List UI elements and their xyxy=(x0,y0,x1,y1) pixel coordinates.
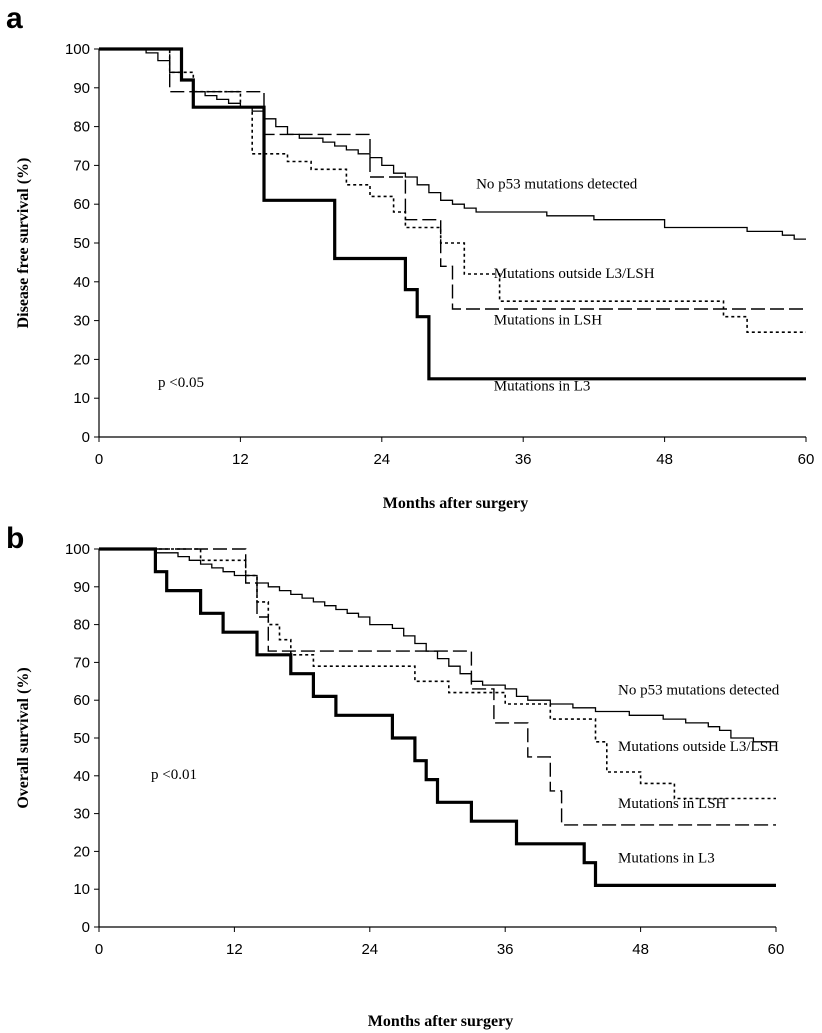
x-tick-label: 48 xyxy=(656,451,673,468)
x-tick-label: 48 xyxy=(632,941,649,958)
y-tick-label: 70 xyxy=(73,157,90,174)
y-tick-label: 30 xyxy=(73,313,90,330)
y-axis-title: Overall survival (%) xyxy=(15,667,32,808)
series-line-mutations-in-l3 xyxy=(99,547,776,888)
y-tick-label: 90 xyxy=(73,80,90,97)
series-line-mutations-in-l3 xyxy=(99,47,806,381)
p-value-label: p <0.05 xyxy=(158,375,204,391)
y-tick-label: 10 xyxy=(73,881,90,898)
y-tick-label: 50 xyxy=(73,730,90,747)
series-annotation: Mutations in LSH xyxy=(618,796,727,812)
panel-a: a 0 10 20 30 40 50 60 70 80 90 100 0 12 24 36 48 60 Disea… xyxy=(6,2,814,512)
series-annotation: Mutations in LSH xyxy=(494,312,603,328)
y-tick-label: 50 xyxy=(73,235,90,252)
y-tick-label: 80 xyxy=(73,617,90,634)
x-tick-label: 12 xyxy=(232,451,249,468)
x-tick-label: 60 xyxy=(768,941,785,958)
series-line-no-p53-mutations-detected xyxy=(99,548,776,743)
series-annotation: Mutations in L3 xyxy=(618,851,715,867)
x-tick-label: 24 xyxy=(373,451,390,468)
series-line-mutations-outside-l3-lsh xyxy=(99,548,776,800)
series-annotation: No p53 mutations detected xyxy=(618,683,780,699)
y-tick-label: 30 xyxy=(73,806,90,823)
y-tick-label: 60 xyxy=(73,692,90,709)
x-axis-title: Months after surgery xyxy=(368,1013,513,1030)
y-tick-label: 0 xyxy=(82,429,90,446)
series-annotation: Mutations in L3 xyxy=(494,378,591,394)
y-tick-label: 10 xyxy=(73,390,90,407)
series-annotation: No p53 mutations detected xyxy=(476,177,638,193)
x-tick-label: 36 xyxy=(497,941,514,958)
y-tick-label: 90 xyxy=(73,579,90,596)
series-line-no-p53-mutations-detected xyxy=(99,48,806,240)
y-axis-title: Disease free survival (%) xyxy=(15,158,32,329)
series-line-mutations-in-lsh xyxy=(99,48,806,310)
x-tick-label: 36 xyxy=(515,451,532,468)
series-annotation: Mutations outside L3/LSH xyxy=(618,739,779,755)
x-tick-label: 0 xyxy=(95,451,103,468)
y-tick-label: 20 xyxy=(73,351,90,368)
y-tick-label: 40 xyxy=(73,768,90,785)
x-tick-label: 24 xyxy=(361,941,378,958)
y-tick-label: 20 xyxy=(73,843,90,860)
y-tick-label: 80 xyxy=(73,119,90,136)
series-line-mutations-in-lsh xyxy=(99,548,776,826)
panel-label: a xyxy=(6,2,23,35)
x-tick-label: 0 xyxy=(95,941,103,958)
x-tick-label: 60 xyxy=(798,451,815,468)
panel-b: b 0 10 20 30 40 50 60 70 80 90 100 0 12 24 36 48 60 Overa… xyxy=(6,522,784,1030)
panel-label: b xyxy=(6,522,24,555)
y-tick-label: 40 xyxy=(73,274,90,291)
series-annotation: Mutations outside L3/LSH xyxy=(494,266,655,282)
y-tick-label: 70 xyxy=(73,654,90,671)
y-tick-label: 0 xyxy=(82,919,90,936)
y-tick-label: 100 xyxy=(65,41,90,58)
series-line-mutations-outside-l3-lsh xyxy=(99,48,806,334)
y-tick-label: 60 xyxy=(73,196,90,213)
y-tick-label: 100 xyxy=(65,541,90,558)
x-axis-title: Months after surgery xyxy=(383,495,528,512)
p-value-label: p <0.01 xyxy=(151,767,197,783)
x-tick-label: 12 xyxy=(226,941,243,958)
